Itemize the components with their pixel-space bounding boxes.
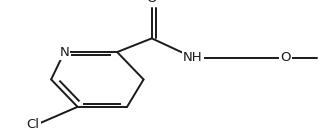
Text: O: O [280, 51, 291, 64]
Text: O: O [147, 0, 157, 5]
Text: NH: NH [183, 51, 203, 64]
Text: N: N [59, 46, 69, 58]
Text: Cl: Cl [26, 118, 40, 131]
